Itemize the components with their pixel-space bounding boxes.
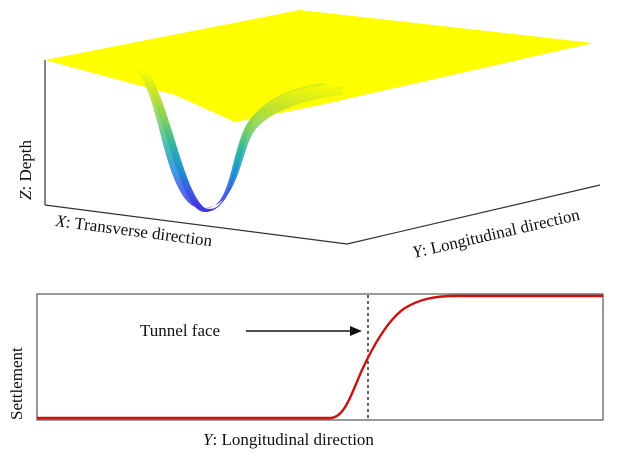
tunnel-face-annotation: Tunnel face [140, 321, 220, 340]
trough-front [132, 66, 202, 209]
settlement-profile-panel: Tunnel face Settlement Y: Longitudinal d… [7, 293, 604, 449]
plot-frame [36, 293, 604, 421]
surface-plane [45, 10, 593, 122]
surface-3d-panel: Z: Depth X: Transverse direction Y: Long… [16, 10, 601, 262]
settlement-xlabel: Y: Longitudinal direction [203, 430, 374, 449]
y-axis-line [346, 184, 601, 245]
annotation-arrowhead-icon [350, 326, 362, 336]
z-axis-label: Z: Depth [16, 140, 35, 200]
settlement-curve [37, 294, 603, 420]
x-axis-line [44, 204, 348, 245]
trough-back [205, 84, 343, 209]
y-axis-label: Y: Longitudinal direction [411, 205, 582, 262]
settlement-ylabel: Settlement [7, 347, 26, 420]
